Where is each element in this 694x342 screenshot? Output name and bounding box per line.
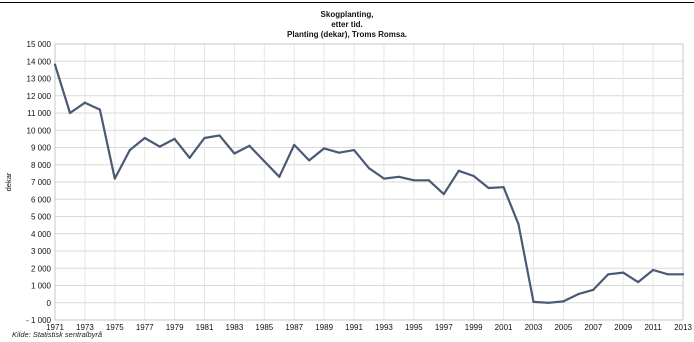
data-point [473, 175, 475, 177]
x-tick-label: 1981 [196, 323, 214, 332]
y-tick-label: 15 000 [27, 40, 52, 49]
data-point [398, 176, 400, 178]
y-tick-label: 0 [47, 299, 52, 308]
data-point [458, 170, 460, 172]
data-point [368, 167, 370, 169]
y-tick-label: 3 000 [31, 247, 52, 256]
x-tick-label: 1997 [435, 323, 453, 332]
data-point [622, 271, 624, 273]
source-note: Kilde: Statistisk sentralbyrå [12, 330, 102, 339]
x-tick-label: 2001 [495, 323, 513, 332]
x-tick-label: 2009 [614, 323, 632, 332]
data-point [592, 289, 594, 291]
x-tick-label: 2013 [674, 323, 692, 332]
y-tick-label: 9 000 [31, 144, 52, 153]
data-point [323, 147, 325, 149]
data-point [338, 152, 340, 154]
y-tick-label: 13 000 [27, 75, 52, 84]
data-point [353, 149, 355, 151]
data-point [69, 112, 71, 114]
x-tick-label: 1993 [375, 323, 393, 332]
x-tick-label: 1995 [405, 323, 423, 332]
x-tick-label: 2011 [644, 323, 662, 332]
data-point [278, 176, 280, 178]
data-point [99, 108, 101, 110]
y-tick-label: 1 000 [31, 282, 52, 291]
y-tick-label: 14 000 [27, 57, 52, 66]
data-point [652, 269, 654, 271]
data-point [159, 146, 161, 148]
x-tick-label: 1987 [285, 323, 303, 332]
data-point [562, 300, 564, 302]
y-tick-label: 4 000 [31, 230, 52, 239]
x-tick-label: 1983 [226, 323, 244, 332]
x-tick-label: 2003 [525, 323, 543, 332]
data-point [667, 273, 669, 275]
data-point [54, 64, 56, 66]
data-point [577, 293, 579, 295]
y-tick-label: 7 000 [31, 178, 52, 187]
data-point [144, 137, 146, 139]
y-tick-label: 10 000 [27, 126, 52, 135]
data-point [203, 137, 205, 139]
y-tick-label: 8 000 [31, 161, 52, 170]
data-point [517, 223, 519, 225]
x-tick-label: 2005 [554, 323, 572, 332]
data-point [293, 144, 295, 146]
x-tick-label: 1985 [255, 323, 273, 332]
data-point [84, 102, 86, 104]
data-point [383, 177, 385, 179]
data-point [502, 186, 504, 188]
x-tick-label: 1975 [106, 323, 124, 332]
data-point [637, 281, 639, 283]
x-tick-label: 1999 [465, 323, 483, 332]
data-point [114, 177, 116, 179]
x-tick-label: 1979 [166, 323, 184, 332]
data-point [413, 179, 415, 181]
x-tick-label: 1989 [315, 323, 333, 332]
series-line [55, 65, 683, 303]
data-point [263, 160, 265, 162]
x-tick-label: 2007 [584, 323, 602, 332]
data-point [218, 134, 220, 136]
y-axis-label: dekar [4, 172, 13, 191]
data-point [248, 145, 250, 147]
data-point [547, 302, 549, 304]
y-tick-label: 12 000 [27, 92, 52, 101]
data-point [174, 138, 176, 140]
data-point [129, 149, 131, 151]
data-point [428, 179, 430, 181]
data-point [607, 273, 609, 275]
data-point [488, 187, 490, 189]
data-point [443, 193, 445, 195]
data-point [532, 301, 534, 303]
data-point [233, 152, 235, 154]
y-tick-label: 5 000 [31, 213, 52, 222]
data-point [308, 159, 310, 161]
y-tick-label: 2 000 [31, 264, 52, 273]
data-point [188, 157, 190, 159]
x-tick-label: 1991 [345, 323, 363, 332]
y-tick-label: 6 000 [31, 195, 52, 204]
y-tick-label: 11 000 [27, 109, 51, 118]
data-point [682, 273, 684, 275]
x-tick-label: 1977 [136, 323, 154, 332]
